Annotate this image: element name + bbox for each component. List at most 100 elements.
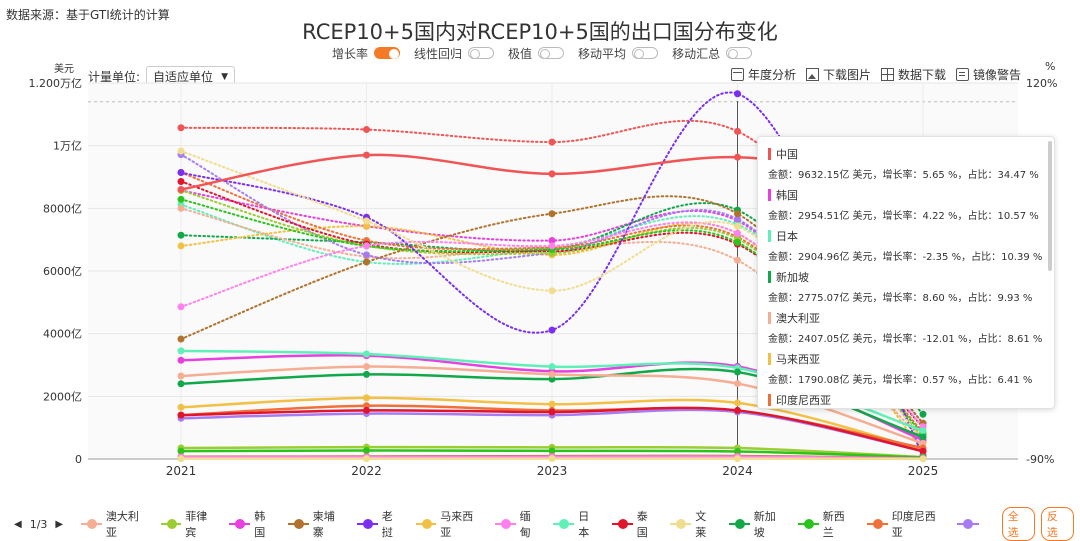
y-tick-label: 4000亿 (43, 328, 82, 341)
value-point (178, 380, 185, 387)
tooltip-item: 新加坡金额：2775.07亿 美元，增长率：8.60 %，占比：9.93 % (768, 269, 1044, 304)
legend-item[interactable]: 韩国 (229, 508, 275, 540)
legend-marker (670, 519, 691, 529)
growth-point (734, 239, 741, 246)
tooltip-item: 马来西亚金额：1790.08亿 美元，增长率：0.57 %，占比：6.41 % (768, 351, 1044, 386)
legend-item[interactable]: 菲律宾 (161, 508, 217, 540)
legend-item[interactable]: 老挝 (357, 508, 403, 540)
growth-point (363, 251, 370, 258)
growth-point (549, 210, 556, 217)
tooltip-country-name: 日本 (776, 228, 798, 244)
legend-item[interactable]: 新西兰 (798, 508, 854, 540)
next-page-icon[interactable]: ▶ (55, 519, 63, 530)
tooltip-color-bar (768, 148, 771, 160)
tooltip-country-name: 中国 (776, 146, 798, 162)
tooltip-color-bar (768, 271, 771, 283)
legend-pager: ◀ 1/3 ▶ (14, 518, 63, 531)
tooltip-scrollbar[interactable] (1048, 141, 1052, 271)
invert-selection-button[interactable]: 反选 (1041, 507, 1074, 541)
value-point (549, 363, 556, 370)
legend-item[interactable]: 马来西亚 (416, 508, 482, 540)
value-point (178, 357, 185, 364)
tooltip-color-bar (768, 394, 771, 406)
tooltip-item: 印度尼西亚金额：1533.58亿 美元，增长率：0.50 %，占比：5.49 % (768, 392, 1044, 409)
y-tick-label: 8000亿 (43, 202, 82, 215)
tooltip-country: 中国 (768, 146, 1044, 162)
growth-point (178, 205, 185, 212)
legend-marker (81, 519, 102, 529)
tooltip-country: 澳大利亚 (768, 310, 1044, 326)
tooltip-item: 韩国金额：2954.51亿 美元，增长率：4.22 %，占比：10.57 % (768, 187, 1044, 222)
legend-marker (553, 519, 574, 529)
legend-label: 马来西亚 (440, 508, 482, 540)
legend-label: 老挝 (382, 508, 403, 540)
value-point (363, 455, 370, 462)
x-tick-label: 2025 (908, 464, 939, 478)
growth-point (734, 223, 741, 230)
value-point (363, 371, 370, 378)
prev-page-icon[interactable]: ◀ (14, 519, 22, 530)
growth-point (178, 124, 185, 131)
y-tick-label: 1万亿 (53, 140, 82, 153)
legend-item[interactable]: 印度尼西亚 (867, 508, 944, 540)
legend-item[interactable]: 日本 (553, 508, 599, 540)
growth-point (178, 196, 185, 203)
tooltip-color-bar (768, 353, 771, 365)
value-point (734, 407, 741, 414)
tooltip-country-name: 新加坡 (776, 269, 809, 285)
tooltip-country-name: 马来西亚 (776, 351, 820, 367)
legend-label: 新西兰 (823, 508, 854, 540)
value-point (734, 455, 741, 462)
value-point (734, 380, 741, 387)
legend-label: 澳大利亚 (106, 508, 148, 540)
value-point (363, 152, 370, 159)
legend-label: 文莱 (695, 508, 716, 540)
value-point (549, 371, 556, 378)
growth-point (363, 217, 370, 224)
growth-point (734, 210, 741, 217)
tooltip-country: 日本 (768, 228, 1044, 244)
x-tick-label: 2021 (166, 464, 197, 478)
growth-point (178, 169, 185, 176)
legend-item[interactable]: 文莱 (670, 508, 716, 540)
value-point (920, 434, 927, 441)
legend-item[interactable]: 新加坡 (729, 508, 785, 540)
value-point (920, 455, 927, 462)
y-tick-label: 6000亿 (43, 265, 82, 278)
value-point (363, 447, 370, 454)
growth-point (734, 90, 741, 97)
tooltip-country-name: 澳大利亚 (776, 310, 820, 326)
legend-label: 日本 (578, 508, 599, 540)
legend-item[interactable]: 柬埔寨 (288, 508, 344, 540)
value-point (363, 351, 370, 358)
y-tick-label: 0 (75, 453, 82, 466)
legend-marker (729, 519, 750, 529)
legend-item[interactable]: 澳大利亚 (81, 508, 147, 540)
y-tick-label: 1.200万亿 (29, 77, 83, 90)
tooltip-color-bar (768, 230, 771, 242)
legend-item[interactable]: 缅甸 (495, 508, 541, 540)
legend-item[interactable] (957, 519, 983, 529)
y2-tick-label: 120% (1026, 77, 1057, 90)
select-all-button[interactable]: 全选 (1002, 507, 1035, 541)
value-point (920, 448, 927, 455)
value-point (549, 455, 556, 462)
tooltip-values: 金额：2775.07亿 美元，增长率：8.60 %，占比：9.93 % (768, 289, 1044, 304)
legend-label: 菲律宾 (185, 508, 216, 540)
legend-label: 印度尼西亚 (892, 508, 944, 540)
tooltip-values: 金额：2407.05亿 美元，增长率：-12.01 %，占比：8.61 % (768, 330, 1044, 345)
value-point (178, 347, 185, 354)
value-point (178, 412, 185, 419)
tooltip-values: 金额：9632.15亿 美元，增长率：5.65 %，占比：34.47 % (768, 166, 1044, 181)
legend-marker (416, 519, 437, 529)
value-point (363, 407, 370, 414)
x-tick-label: 2022 (351, 464, 382, 478)
tooltip-item: 日本金额：2904.96亿 美元，增长率：-2.35 %，占比：10.39 % (768, 228, 1044, 263)
value-point (363, 394, 370, 401)
tooltip-item: 中国金额：9632.15亿 美元，增长率：5.65 %，占比：34.47 % (768, 146, 1044, 181)
value-point (178, 186, 185, 193)
growth-point (549, 327, 556, 334)
value-point (734, 154, 741, 161)
x-tick-label: 2023 (537, 464, 568, 478)
legend-item[interactable]: 泰国 (612, 508, 658, 540)
